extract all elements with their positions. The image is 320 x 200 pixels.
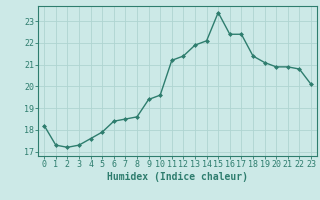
X-axis label: Humidex (Indice chaleur): Humidex (Indice chaleur) [107,172,248,182]
